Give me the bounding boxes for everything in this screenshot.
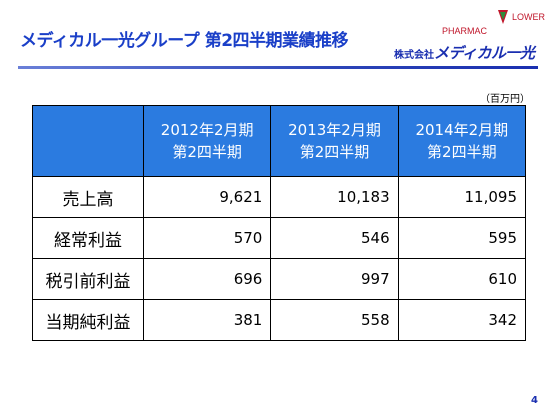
table-cell: 595	[397, 217, 527, 259]
company-name-text: メディカル一光	[434, 44, 535, 62]
unit-label: （百万円）	[480, 94, 530, 105]
page-title: メディカル一光グループ 第2四半期業績推移	[20, 31, 349, 51]
row-label: 売上高	[32, 176, 144, 218]
table-row: 売上高 9,621 10,183 11,095	[32, 176, 527, 218]
table-header-row: 2012年2月期 第2四半期 2013年2月期 第2四半期 2014年2月期 第…	[32, 105, 527, 177]
header-divider	[18, 66, 538, 69]
row-label: 経常利益	[32, 217, 144, 259]
table-cell: 997	[270, 258, 399, 300]
table-cell: 570	[142, 217, 272, 259]
table-row: 当期純利益 381 558 342	[32, 299, 527, 341]
column-year: 2014年2月期	[415, 121, 509, 139]
column-year: 2013年2月期	[288, 121, 381, 139]
column-quarter: 第2四半期	[427, 143, 497, 161]
table-cell: 610	[397, 258, 527, 300]
page-number: 4	[531, 395, 538, 406]
column-header: 2013年2月期 第2四半期	[270, 105, 399, 177]
table-cell: 381	[142, 299, 272, 341]
table-cell: 696	[142, 258, 272, 300]
column-header: 2012年2月期 第2四半期	[142, 105, 272, 177]
pharmacy-flower-logo: PHARMAC LOWER	[436, 4, 556, 44]
column-year: 2012年2月期	[160, 121, 254, 139]
performance-table: 2012年2月期 第2四半期 2013年2月期 第2四半期 2014年2月期 第…	[32, 105, 527, 341]
table-row: 税引前利益 696 997 610	[32, 258, 527, 300]
row-label: 税引前利益	[32, 258, 144, 300]
table-corner-cell	[32, 105, 144, 177]
row-label: 当期純利益	[32, 299, 144, 341]
table-cell: 342	[397, 299, 527, 341]
column-header: 2014年2月期 第2四半期	[397, 105, 527, 177]
table-cell: 546	[270, 217, 399, 259]
column-quarter: 第2四半期	[299, 143, 370, 161]
company-name: 株式会社メディカル一光	[394, 42, 535, 63]
svg-text:PHARMAC: PHARMAC	[442, 26, 488, 36]
table-cell: 9,621	[142, 176, 272, 218]
svg-text:LOWER: LOWER	[512, 12, 546, 22]
column-quarter: 第2四半期	[172, 143, 242, 161]
table-cell: 10,183	[270, 176, 399, 218]
table-row: 経常利益 570 546 595	[32, 217, 527, 259]
company-prefix: 株式会社	[394, 50, 434, 61]
table-cell: 558	[270, 299, 399, 341]
table-cell: 11,095	[397, 176, 527, 218]
